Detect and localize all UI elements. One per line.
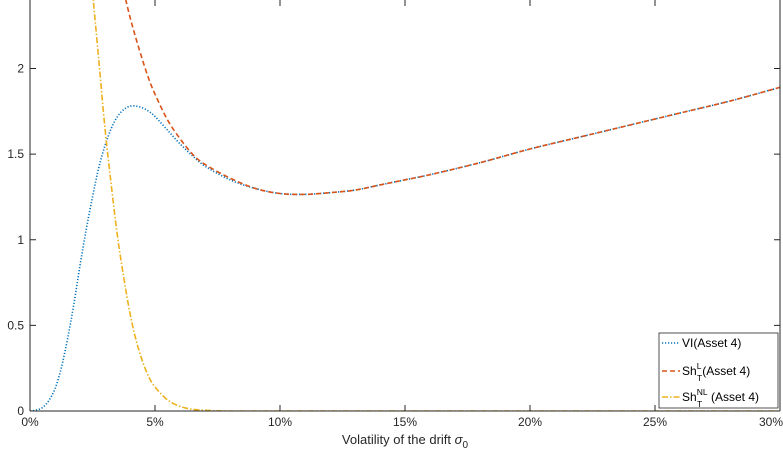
legend-sh-l-base: Sh xyxy=(682,364,697,378)
x-tick-label: 15% xyxy=(393,415,417,429)
series-line-2 xyxy=(92,0,780,411)
legend-entry-sh-l: ShL T(Asset 4) xyxy=(682,361,750,383)
series-line-1 xyxy=(124,0,780,196)
legend-sh-nl-suffix: (Asset 4) xyxy=(711,390,759,404)
x-axis-title-text: Volatility of the drift xyxy=(342,432,451,447)
x-axis-title-subscript: 0 xyxy=(463,440,469,451)
series-line-0 xyxy=(30,86,780,411)
legend-entry-sh-nl: ShNL T (Asset 4) xyxy=(682,387,759,409)
legend-sh-nl-sup: NL xyxy=(697,387,708,397)
x-axis-title: Volatility of the drift σ0 xyxy=(342,432,469,451)
y-tick-label: 2 xyxy=(17,62,24,76)
y-tick-label: 1.5 xyxy=(7,147,24,161)
x-tick-label: 10% xyxy=(268,415,292,429)
legend-entry-vi: VI(Asset 4) xyxy=(682,336,741,350)
legend: VI(Asset 4) ShL T(Asset 4) ShNL T (Asset 4) xyxy=(658,332,779,409)
y-tick-label: 0 xyxy=(17,404,24,418)
x-tick-label: 5% xyxy=(146,415,164,429)
axis-layer: 0% 5% 10% 15% 20% 25% 30% 0 0.5 1 1.5 2 xyxy=(7,0,783,429)
y-tick-label: 0.5 xyxy=(7,318,24,332)
x-tick-label: 0% xyxy=(21,415,39,429)
plot-area xyxy=(30,0,780,411)
legend-sh-l-suffix: (Asset 4) xyxy=(702,364,750,378)
x-axis-title-symbol: σ xyxy=(455,432,464,447)
legend-sh-l-sub: T xyxy=(697,373,702,383)
x-tick-label: 25% xyxy=(643,415,667,429)
x-tick-label: 30% xyxy=(759,415,783,429)
legend-sh-nl-sub: T xyxy=(697,399,702,409)
y-tick-label: 1 xyxy=(17,233,24,247)
legend-vi-suffix: (Asset 4) xyxy=(693,336,741,350)
legend-vi-base: VI xyxy=(682,336,693,350)
x-tick-label: 20% xyxy=(518,415,542,429)
series-layer xyxy=(30,0,780,411)
legend-sh-nl-base: Sh xyxy=(682,390,697,404)
legend-sh-l-sup: L xyxy=(697,361,702,371)
